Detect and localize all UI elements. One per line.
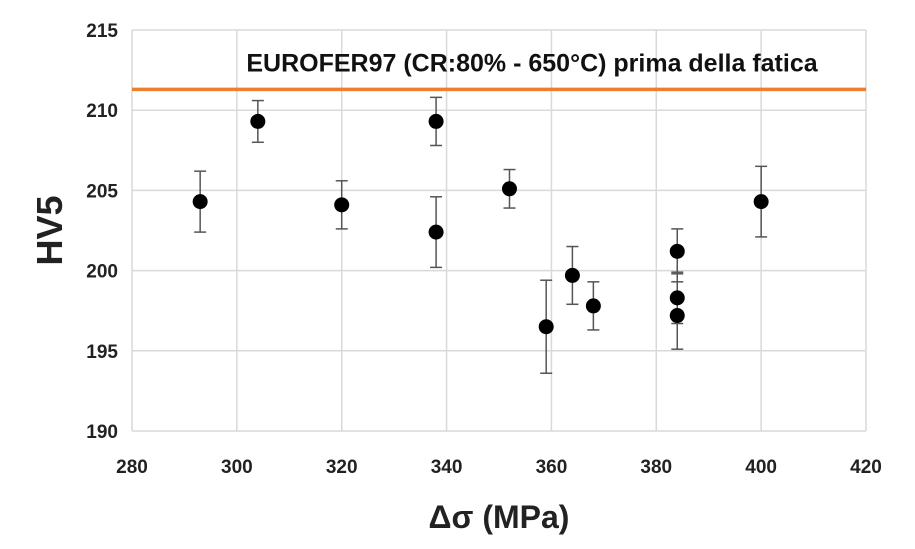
data-point — [564, 267, 580, 283]
x-tick-label: 360 — [536, 457, 568, 478]
data-point — [428, 224, 444, 240]
y-tick-label: 215 — [86, 21, 118, 42]
data-point — [501, 181, 517, 197]
data-point — [334, 197, 350, 213]
x-axis-ticks: 280 300 320 340 360 380 400 420 — [116, 457, 882, 478]
x-tick-label: 380 — [640, 457, 672, 478]
data-point — [669, 308, 685, 324]
x-axis-title: Δσ (MPa) — [429, 499, 570, 535]
data-point — [538, 319, 554, 335]
data-point — [192, 194, 208, 210]
y-axis-title: HV5 — [29, 195, 70, 265]
x-tick-label: 320 — [326, 457, 358, 478]
y-tick-label: 205 — [86, 181, 118, 202]
y-tick-label: 200 — [86, 262, 118, 283]
x-tick-label: 400 — [745, 457, 777, 478]
y-tick-label: 195 — [86, 342, 118, 363]
error-bars — [194, 96, 768, 375]
data-point — [669, 243, 685, 259]
y-axis-ticks: 190 195 200 205 210 215 — [86, 21, 118, 443]
data-point — [428, 113, 444, 129]
data-point — [250, 113, 266, 129]
reference-line-group: EUROFER97 (CR:80% - 650°C) prima della f… — [132, 49, 866, 92]
x-tick-label: 340 — [431, 457, 463, 478]
x-tick-label: 420 — [850, 457, 882, 478]
data-point — [669, 290, 685, 306]
data-point — [585, 298, 601, 314]
y-tick-label: 190 — [86, 422, 118, 443]
data-point — [753, 194, 769, 210]
x-tick-label: 300 — [221, 457, 253, 478]
x-tick-label: 280 — [116, 457, 148, 478]
reference-line-label: EUROFER97 (CR:80% - 650°C) prima della f… — [246, 49, 818, 77]
y-tick-label: 210 — [86, 101, 118, 122]
data-points — [192, 113, 769, 335]
